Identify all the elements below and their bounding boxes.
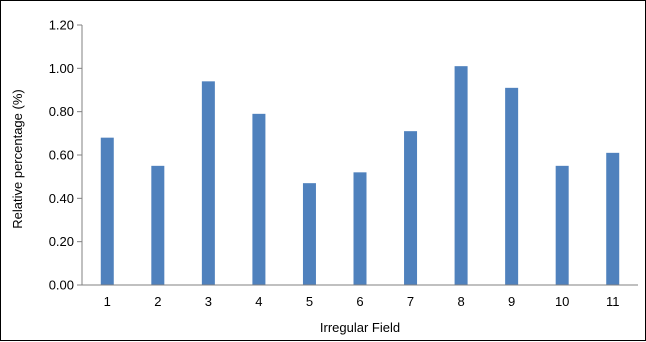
bar-4 bbox=[252, 113, 266, 285]
x-tick-label: 2 bbox=[154, 294, 161, 309]
bar-9 bbox=[505, 87, 519, 285]
bar-6 bbox=[353, 172, 367, 285]
bar-5 bbox=[302, 183, 316, 285]
y-tick-label: 1.20 bbox=[49, 18, 74, 33]
bar-7 bbox=[404, 131, 418, 285]
y-tick-label: 0.20 bbox=[49, 234, 74, 249]
bar-1 bbox=[100, 137, 114, 285]
x-tick-label: 8 bbox=[457, 294, 464, 309]
x-tick-label: 10 bbox=[555, 294, 569, 309]
y-tick-label: 0.40 bbox=[49, 191, 74, 206]
y-axis-title: Relative percentage (%) bbox=[10, 89, 25, 228]
bar-8 bbox=[454, 66, 468, 286]
x-axis-title: Irregular Field bbox=[320, 320, 400, 335]
x-axis-ticks: 1 2 3 4 5 6 7 8 9 10 11 bbox=[104, 294, 620, 309]
x-tick-label: 3 bbox=[205, 294, 212, 309]
x-tick-label: 5 bbox=[306, 294, 313, 309]
x-tick-label: 1 bbox=[104, 294, 111, 309]
bar-3 bbox=[201, 81, 215, 285]
bar-10 bbox=[555, 165, 569, 285]
bars-group bbox=[100, 66, 620, 286]
x-tick-label: 9 bbox=[508, 294, 515, 309]
y-tick-label: 0.60 bbox=[49, 148, 74, 163]
y-tick-label: 0.80 bbox=[49, 104, 74, 119]
y-tick-label: 1.00 bbox=[49, 61, 74, 76]
y-tick-label: 0.00 bbox=[49, 278, 74, 293]
y-axis-ticks: 0.00 0.20 0.40 0.60 0.80 1.00 1.20 bbox=[49, 18, 82, 293]
bar-11 bbox=[606, 152, 620, 285]
x-tick-label: 6 bbox=[356, 294, 363, 309]
x-tick-label: 7 bbox=[407, 294, 414, 309]
x-tick-label: 4 bbox=[255, 294, 262, 309]
bar-2 bbox=[151, 165, 165, 285]
x-tick-label: 11 bbox=[606, 294, 620, 309]
